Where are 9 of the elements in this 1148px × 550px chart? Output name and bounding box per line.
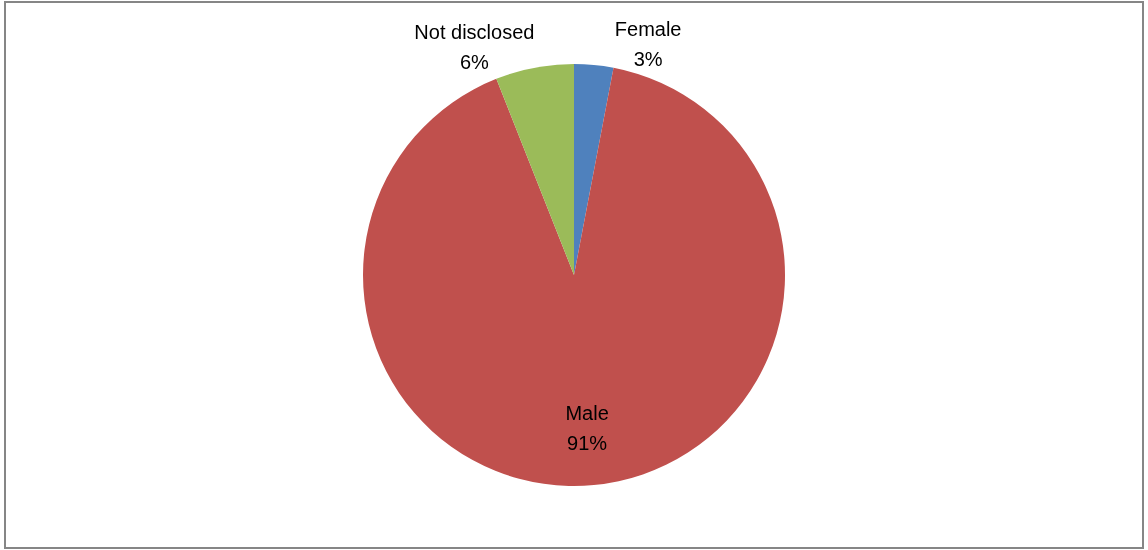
data-label: 6% (459, 51, 490, 74)
pie-slice (496, 64, 574, 275)
slice-label: Male (565, 401, 609, 424)
pie-slice (363, 67, 785, 486)
pie-slice (574, 64, 614, 275)
slice-label: Not disclosed (414, 21, 535, 44)
data-label: 91% (567, 431, 608, 454)
slice-label: Female (614, 18, 682, 41)
data-label: 3% (633, 48, 663, 71)
